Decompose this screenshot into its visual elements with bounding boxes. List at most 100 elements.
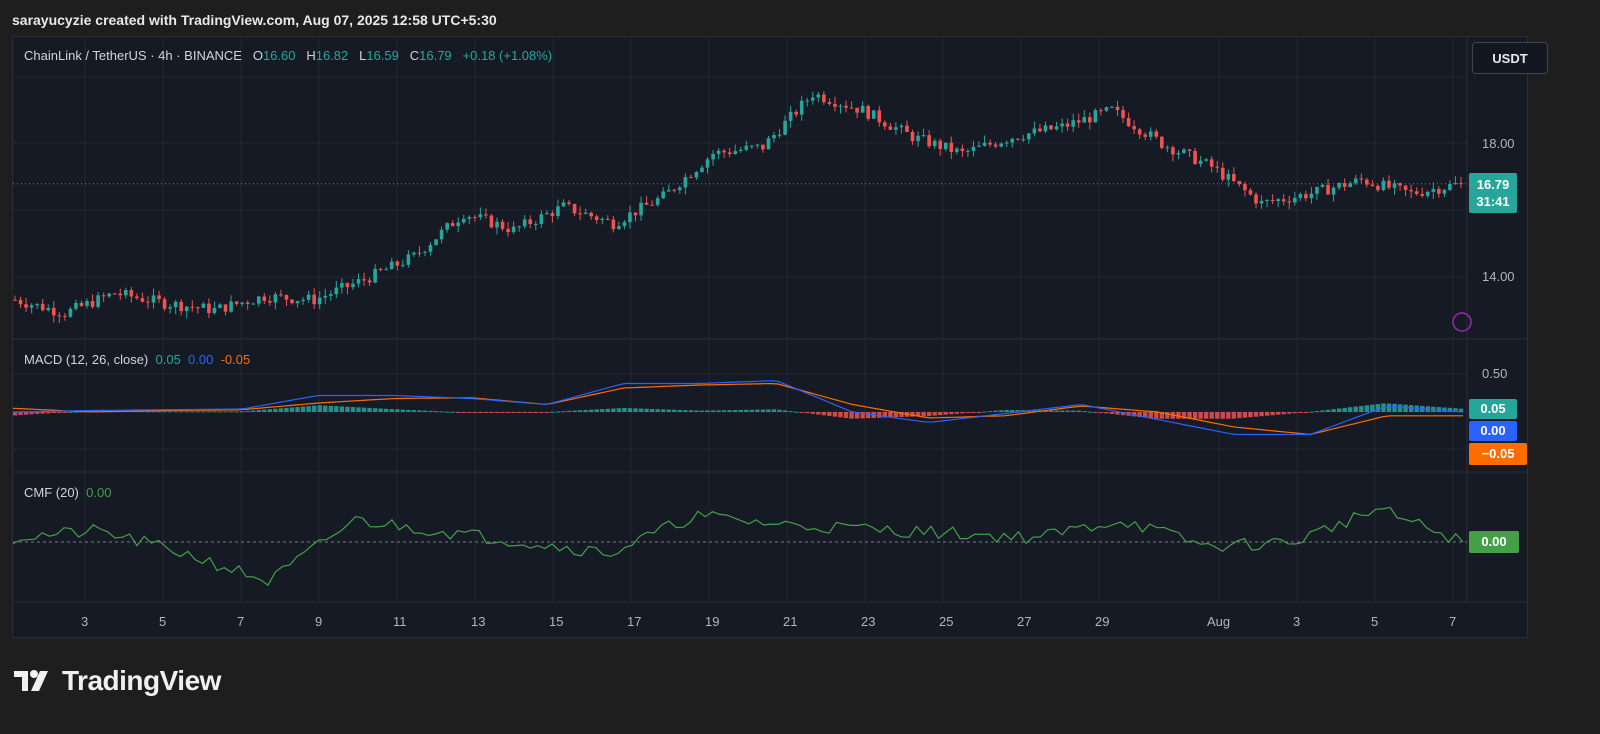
- candle-body: [395, 261, 400, 266]
- macd-histogram-bar: [849, 412, 854, 419]
- macd-histogram-bar: [561, 411, 566, 413]
- macd-histogram-bar: [965, 412, 971, 413]
- candle-body: [1171, 147, 1175, 155]
- candle-body: [988, 142, 992, 145]
- macd-histogram-bar: [710, 410, 716, 412]
- time-axis-label: 7: [237, 614, 245, 629]
- candle-body: [334, 287, 339, 295]
- candle-body: [439, 229, 444, 240]
- candle-body: [317, 297, 322, 305]
- macd-histogram-bar: [622, 407, 627, 412]
- candle-body: [1110, 106, 1114, 108]
- macd-histogram-bar: [239, 411, 245, 413]
- macd-histogram-bar: [450, 411, 455, 413]
- candle-body: [750, 145, 754, 147]
- macd-signal-value: -0.05: [220, 352, 251, 367]
- candle-body: [694, 172, 699, 178]
- candle-body: [799, 100, 804, 115]
- candle-body: [545, 213, 549, 215]
- macd-histogram-bar: [915, 412, 921, 417]
- macd-histogram-bar: [1359, 405, 1364, 412]
- candle-body: [666, 189, 671, 192]
- macd-histogram-bar: [577, 410, 583, 412]
- macd-histogram-bar: [633, 408, 638, 412]
- macd-histogram-bar: [699, 410, 705, 412]
- macd-histogram-bar: [888, 412, 893, 418]
- candle-body: [428, 245, 433, 252]
- macd-histogram-bar: [1032, 410, 1037, 412]
- candle-body: [805, 100, 810, 102]
- candle-body: [40, 303, 45, 311]
- candle-body: [362, 279, 366, 281]
- macd-histogram-bar: [467, 412, 472, 413]
- candle-body: [993, 144, 998, 147]
- macd-histogram-bar: [406, 409, 411, 412]
- macd-histogram-bar: [843, 412, 849, 418]
- macd-histogram-bar: [179, 411, 184, 413]
- candle-body: [489, 215, 494, 228]
- candle-body: [1054, 126, 1059, 130]
- macd-histogram-bar: [566, 410, 572, 412]
- symbol-legend[interactable]: ChainLink / TetherUS · 4h · BINANCE O16.…: [24, 47, 552, 65]
- macd-histogram-bar: [62, 412, 68, 413]
- cmf-value: 0.00: [86, 485, 112, 500]
- candle-body: [1215, 166, 1220, 168]
- candle-body: [473, 216, 477, 218]
- macd-histogram-bar: [877, 412, 882, 418]
- candle-body: [1392, 183, 1397, 188]
- macd-histogram-bar: [1403, 404, 1408, 412]
- candle-body: [1049, 125, 1053, 130]
- candle-body: [212, 307, 217, 314]
- chart-canvas[interactable]: [13, 37, 1528, 638]
- macd-histogram-bar: [428, 410, 433, 412]
- macd-histogram-bar: [1004, 409, 1009, 412]
- macd-histogram-bar: [500, 412, 505, 413]
- candle-body: [190, 306, 195, 308]
- candle-body: [966, 150, 970, 152]
- macd-histogram-bar: [140, 411, 145, 413]
- macd-histogram-bar: [494, 412, 500, 413]
- candle-body: [456, 222, 461, 227]
- candle-body: [135, 296, 139, 299]
- macd-histogram-bar: [1137, 412, 1142, 417]
- candle-body: [434, 239, 438, 246]
- macd-histogram-bar: [661, 409, 666, 412]
- candle-body: [833, 103, 837, 107]
- macd-histogram-bar: [190, 411, 195, 413]
- candle-body: [68, 308, 73, 317]
- candle-body: [1043, 125, 1048, 132]
- brand[interactable]: TradingView: [14, 662, 221, 700]
- time-axis-label: 5: [159, 614, 167, 629]
- macd-histogram-bar: [611, 408, 616, 412]
- candle-body: [1331, 187, 1336, 195]
- macd-histogram-bar: [1292, 412, 1297, 414]
- macd-histogram-bar: [832, 412, 838, 417]
- candle-body: [301, 299, 305, 301]
- macd-histogram-bar: [51, 412, 56, 413]
- close-label: C: [409, 48, 420, 63]
- macd-histogram-bar: [378, 408, 383, 412]
- macd-histogram-bar: [383, 408, 389, 412]
- macd-histogram-bar: [583, 409, 588, 412]
- macd-histogram-bar: [1370, 404, 1375, 412]
- candle-body: [567, 202, 571, 205]
- candle-body: [1204, 159, 1208, 161]
- macd-histogram-bar: [666, 409, 671, 412]
- candle-body: [356, 279, 361, 284]
- currency-button[interactable]: USDT: [1472, 42, 1548, 74]
- candle-body: [234, 301, 239, 304]
- chart-frame[interactable]: ChainLink / TetherUS · 4h · BINANCE O16.…: [12, 36, 1528, 638]
- candle-body: [129, 290, 134, 297]
- macd-histogram-bar: [433, 411, 439, 413]
- macd-legend[interactable]: MACD (12, 26, close) 0.05 0.00 -0.05: [24, 351, 250, 369]
- macd-histogram-bar: [1215, 412, 1220, 419]
- candle-body: [340, 282, 344, 288]
- candle-body: [1243, 184, 1247, 191]
- macd-histogram-bar: [372, 408, 378, 412]
- candle-body: [866, 105, 870, 119]
- macd-histogram-bar: [1226, 412, 1231, 419]
- cmf-legend[interactable]: CMF (20) 0.00: [24, 484, 111, 502]
- candle-body: [561, 202, 566, 207]
- candle-body: [1104, 107, 1109, 111]
- macd-histogram-bar: [838, 412, 843, 418]
